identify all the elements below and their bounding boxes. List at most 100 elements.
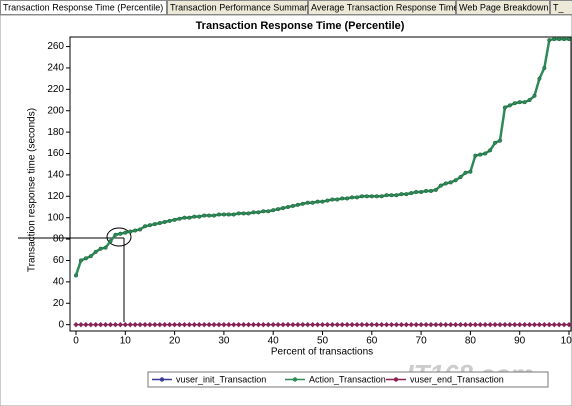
point	[388, 322, 395, 328]
point	[408, 322, 414, 328]
point	[103, 245, 108, 250]
point	[433, 322, 439, 328]
point	[423, 322, 429, 328]
point	[177, 216, 182, 221]
point	[389, 193, 394, 198]
point	[532, 93, 537, 98]
point	[285, 322, 291, 328]
chart-title: Transaction Response Time (Percentile)	[196, 20, 405, 32]
y-tick-label: 220	[47, 84, 64, 95]
point	[472, 322, 478, 328]
point	[438, 183, 443, 188]
point	[221, 322, 227, 328]
tab[interactable]	[550, 0, 572, 15]
point	[196, 322, 202, 328]
x-tick-label: 40	[268, 336, 280, 347]
point	[147, 322, 153, 328]
point	[374, 194, 379, 199]
point	[473, 153, 478, 158]
point	[187, 215, 192, 220]
annotation-circle	[106, 227, 132, 247]
point	[502, 105, 507, 110]
point	[374, 322, 380, 328]
point	[133, 228, 138, 233]
point	[73, 273, 79, 278]
point	[536, 322, 542, 328]
tab[interactable]	[308, 0, 456, 15]
point	[280, 322, 286, 328]
x-axis-label: Percent of transactions	[271, 347, 373, 358]
point	[315, 199, 320, 204]
point	[364, 322, 370, 328]
point	[482, 322, 488, 328]
point	[142, 322, 148, 328]
point	[275, 322, 281, 328]
point	[315, 322, 321, 328]
point	[98, 246, 103, 251]
y-tick-label: 260	[47, 41, 64, 52]
legend-label: vuser_end_Transaction	[410, 374, 504, 384]
point	[162, 322, 168, 328]
point	[438, 322, 444, 328]
point	[557, 37, 562, 42]
point	[206, 322, 212, 328]
point	[191, 322, 197, 328]
tab-label: Transaction Response Time (Percentile)	[3, 2, 163, 12]
point	[467, 322, 473, 328]
point	[379, 322, 385, 328]
point	[492, 322, 498, 328]
point	[334, 322, 340, 328]
point	[369, 322, 375, 328]
point	[181, 322, 188, 328]
y-axis-label: Transaction response time (seconds)	[27, 108, 38, 272]
tab-label: Transaction Performance Summary	[170, 2, 312, 12]
x-tick-label: 10	[120, 336, 132, 347]
point	[221, 212, 226, 217]
point	[211, 213, 217, 218]
y-tick-label: 140	[47, 170, 64, 181]
tab[interactable]	[456, 0, 550, 15]
point	[256, 210, 261, 215]
point	[556, 322, 562, 328]
point	[172, 322, 178, 328]
point	[132, 322, 138, 328]
point	[167, 218, 172, 223]
point	[157, 220, 162, 226]
legend-marker	[159, 377, 165, 382]
point	[270, 322, 276, 328]
point	[300, 201, 305, 206]
legend	[147, 371, 549, 388]
point	[123, 230, 128, 235]
point	[399, 192, 404, 197]
point	[507, 322, 513, 328]
point	[246, 211, 251, 216]
point	[127, 322, 133, 328]
legend-marker	[393, 377, 399, 382]
point	[443, 181, 448, 186]
y-tick-label: 200	[47, 105, 64, 116]
tab[interactable]	[167, 0, 308, 15]
point	[295, 322, 301, 328]
point	[281, 206, 286, 211]
point	[231, 322, 237, 328]
point	[350, 195, 355, 200]
point	[354, 195, 360, 200]
x-tick-label: 100	[561, 336, 572, 347]
point	[152, 222, 157, 227]
x-tick-label: 20	[169, 336, 181, 347]
point	[305, 200, 310, 205]
point	[339, 322, 345, 328]
point	[522, 322, 528, 328]
point	[423, 188, 429, 194]
point	[414, 189, 419, 195]
point	[448, 322, 454, 328]
tab[interactable]	[0, 0, 167, 15]
point	[276, 207, 281, 212]
point	[329, 322, 335, 328]
x-tick-label: 0	[73, 336, 79, 347]
y-tick-label: 20	[53, 298, 65, 309]
x-tick-label: 70	[416, 336, 428, 347]
point	[152, 322, 158, 328]
point	[493, 140, 498, 145]
point	[477, 322, 483, 328]
